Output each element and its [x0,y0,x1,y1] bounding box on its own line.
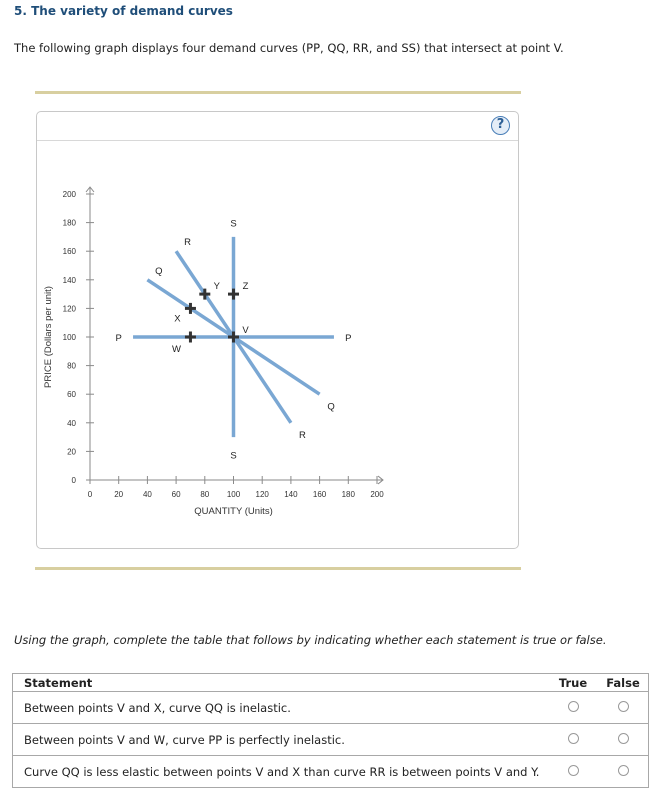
point-label-y: Y [214,281,221,292]
table-row: Between points V and W, curve PP is perf… [12,723,649,756]
help-button[interactable]: ? [491,116,510,135]
graph-panel: ? [36,111,519,549]
y-tick-label: 200 [63,190,77,199]
true-false-table: Statement True False Between points V an… [12,673,649,788]
y-axis-arrow-icon [85,186,95,193]
point-label-v: V [242,325,249,336]
x-tick-label: 160 [313,490,327,499]
point-marker-z-icon [232,288,235,300]
radio-false-row-2[interactable] [617,732,629,744]
point-marker-v-icon [232,331,235,343]
curve-label-qq: Q [155,266,162,277]
y-tick-label: 180 [63,219,77,228]
question-circle-icon: ? [496,117,505,132]
y-tick-label: 120 [63,304,77,313]
column-header-true: True [548,673,598,692]
radio-false-row-1[interactable] [617,700,629,712]
point-label-w: W [172,344,181,355]
x-tick-label: 20 [114,490,123,499]
column-header-statement: Statement [12,673,548,692]
y-tick-label: 100 [63,333,77,342]
radio-false-row-3[interactable] [617,764,629,776]
column-header-false: False [598,673,649,692]
x-tick-label: 140 [284,490,298,499]
x-tick-label: 200 [370,490,384,499]
curve-label-rr: R [184,237,191,248]
top-divider [35,91,521,94]
x-tick-label: 0 [88,490,93,499]
question-title: 5. The variety of demand curves [14,4,233,18]
bottom-divider [35,567,521,570]
table-row: Between points V and X, curve QQ is inel… [12,691,649,724]
x-tick-label: 80 [200,490,209,499]
statement-text: Between points V and X, curve QQ is inel… [12,691,548,724]
table-header-row: Statement True False [12,673,649,692]
x-tick-label: 180 [342,490,356,499]
point-marker-y-icon [203,288,207,300]
curve-label-qq: Q [327,402,334,413]
y-tick-label: 60 [67,390,76,399]
y-tick-label: 40 [67,419,76,428]
point-label-x: X [174,313,181,324]
curve-label-pp: P [116,333,122,344]
y-tick-label: 140 [63,276,77,285]
radio-true-row-3[interactable] [567,764,579,776]
point-marker-x-icon [188,302,192,314]
graph-toolbar: ? [37,112,518,141]
instruction-text: Using the graph, complete the table that… [14,633,607,647]
statement-text: Between points V and W, curve PP is perf… [12,723,548,756]
y-axis-label: PRICE (Dollars per unit) [43,286,54,388]
x-axis-arrow-icon [377,475,384,485]
intro-text: The following graph displays four demand… [14,41,564,55]
curve-label-rr: R [299,430,306,441]
point-label-z: Z [243,281,249,292]
curve-label-ss: S [230,450,236,461]
x-tick-label: 100 [227,490,241,499]
x-tick-label: 40 [143,490,152,499]
y-tick-label: 160 [63,247,77,256]
x-axis-label: QUANTITY (Units) [194,506,272,517]
x-tick-label: 60 [172,490,181,499]
y-tick-label: 80 [67,362,76,371]
y-tick-label: 0 [72,476,77,485]
y-tick-label: 20 [67,447,76,456]
statement-text: Curve QQ is less elastic between points … [12,755,548,788]
radio-true-row-2[interactable] [567,732,579,744]
radio-true-row-1[interactable] [567,700,579,712]
curve-label-pp: P [345,333,351,344]
point-marker-w-icon [188,331,192,343]
demand-curves-chart: 0 20 40 60 80 100 120 140 160 180 200 0 20 40 60 80 100 1… [43,186,384,517]
x-tick-label: 120 [256,490,270,499]
curve-label-ss: S [230,219,236,230]
table-row: Curve QQ is less elastic between points … [12,755,649,788]
